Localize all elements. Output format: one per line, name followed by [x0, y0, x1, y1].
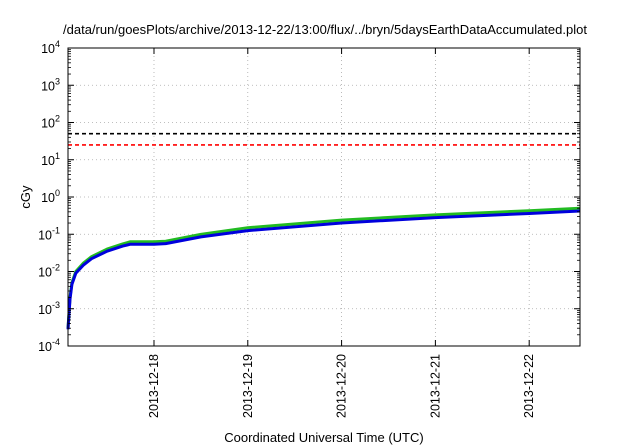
y-tick-label: 10-4	[38, 337, 60, 354]
x-tick-labels: 2013-12-18 2013-12-19 2013-12-20 2013-12-21…	[147, 354, 536, 418]
y-tick-label: 100	[41, 188, 60, 205]
series-line	[66, 206, 581, 329]
y-tick-labels: 10-4 10-3 10-2 10-1 100 101 102 103 104	[38, 39, 60, 354]
y-tick-label: 10-3	[38, 300, 60, 317]
y-tick-label: 104	[41, 39, 60, 56]
chart-title: /data/run/goesPlots/archive/2013-12-22/1…	[63, 22, 587, 37]
series-group	[66, 206, 581, 330]
axis-ticks	[68, 47, 580, 347]
x-tick-label: 2013-12-20	[335, 354, 349, 418]
y-tick-label: 101	[41, 151, 60, 168]
y-tick-label: 10-2	[38, 263, 60, 280]
series-line	[66, 209, 581, 330]
y-axis-label: cGy	[18, 185, 33, 209]
y-tick-label: 103	[41, 76, 60, 93]
threshold-lines	[68, 132, 580, 146]
y-tick-label: 102	[41, 114, 60, 131]
x-axis-label: Coordinated Universal Time (UTC)	[224, 430, 423, 445]
x-tick-label: 2013-12-21	[428, 354, 442, 418]
x-tick-label: 2013-12-19	[241, 354, 255, 418]
y-tick-label: 10-1	[38, 225, 60, 242]
x-tick-label: 2013-12-18	[147, 354, 161, 418]
x-tick-label: 2013-12-22	[522, 354, 536, 418]
grid	[68, 48, 580, 346]
